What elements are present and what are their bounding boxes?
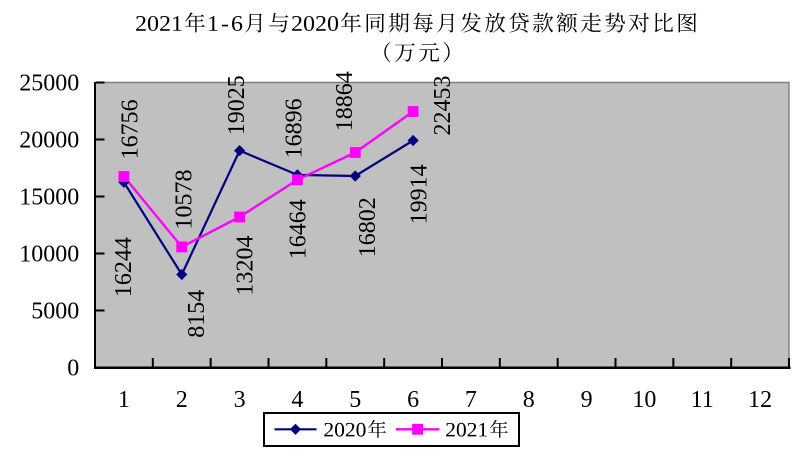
svg-text:10: 10 [632,387,656,413]
svg-text:25000: 25000 [19,70,79,96]
svg-text:7: 7 [465,387,477,413]
svg-text:9: 9 [581,387,593,413]
svg-text:19914: 19914 [407,164,433,224]
svg-text:3: 3 [234,387,246,413]
svg-text:6: 6 [407,387,419,413]
svg-text:5: 5 [349,387,361,413]
svg-text:18864: 18864 [332,71,358,131]
svg-text:2: 2 [176,387,188,413]
svg-text:13204: 13204 [232,236,258,296]
svg-text:19025: 19025 [224,75,250,135]
svg-text:16896: 16896 [281,98,307,158]
svg-text:12: 12 [748,387,772,413]
svg-text:16244: 16244 [111,237,137,297]
svg-text:11: 11 [691,387,714,413]
svg-text:10578: 10578 [172,170,198,230]
svg-text:16802: 16802 [355,197,381,257]
svg-text:8: 8 [523,387,535,413]
svg-text:16756: 16756 [117,99,143,159]
svg-text:1: 1 [118,387,130,413]
svg-text:4: 4 [291,387,303,413]
svg-text:0: 0 [67,355,79,381]
svg-text:10000: 10000 [19,241,79,267]
svg-text:22453: 22453 [430,76,456,136]
svg-text:8154: 8154 [184,290,210,338]
svg-text:5000: 5000 [31,298,79,324]
svg-text:16464: 16464 [286,199,312,259]
svg-text:20000: 20000 [19,127,79,153]
svg-text:15000: 15000 [19,184,79,210]
